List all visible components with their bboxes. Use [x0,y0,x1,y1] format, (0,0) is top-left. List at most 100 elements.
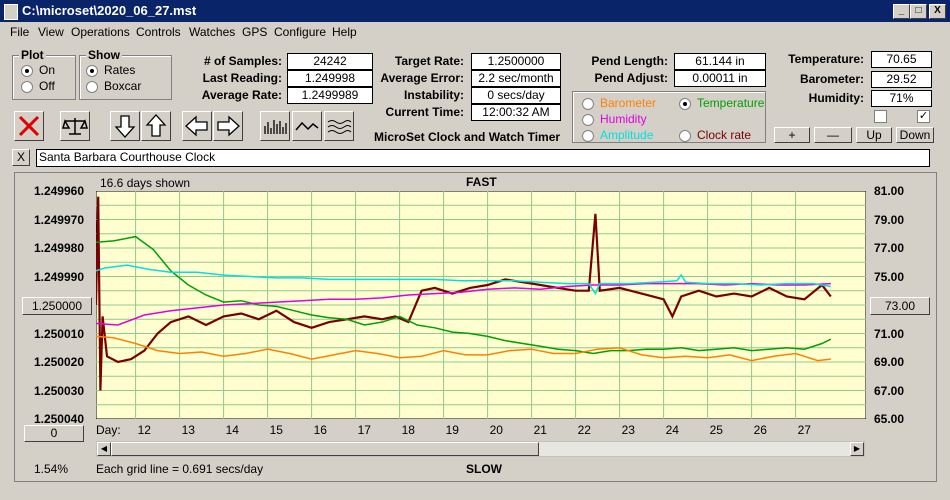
decrease-button[interactable]: — [814,127,852,143]
right-tick-label: 65.00 [874,412,905,426]
menu-configure[interactable]: Configure [274,25,327,39]
last-reading-field: 1.249998 [287,70,373,87]
temperature-option: Temperature [697,96,765,110]
humidity-radio[interactable] [582,114,594,126]
balance-button[interactable] [60,111,90,141]
menu-bar: File View Operations Controls Watches GP… [0,22,950,42]
barometer-field: 29.52 [871,71,932,88]
balance-scale-icon [62,118,88,135]
show-boxcar-label: Boxcar [104,79,142,93]
menu-help[interactable]: Help [332,25,357,39]
instability-field: 0 secs/day [471,87,561,104]
slow-label: SLOW [466,462,502,476]
x-tick-label: 24 [665,423,679,437]
wave-view-button[interactable] [324,111,354,141]
left-checkbox[interactable] [874,110,887,123]
plot-on-label: On [39,63,56,77]
arrow-up-icon [145,114,167,137]
description-close-button[interactable]: X [12,149,30,166]
left-tick-label: 1.249990 [33,269,84,284]
left-tick-label: 1.250040 [33,412,84,426]
bar-graph-icon [264,120,287,134]
right-tick-label: 79.00 [874,212,905,227]
zero-button[interactable]: 0 [24,425,84,442]
last-reading-label: Last Reading: [202,71,282,85]
x-tick-label: 19 [445,423,459,437]
plot-on-radio[interactable] [21,65,33,77]
x-tick-label: 26 [753,423,767,437]
right-tick-label: 77.00 [874,241,905,255]
right-tick-label: 75.00 [874,269,905,284]
barometer-radio[interactable] [582,98,594,110]
down-button[interactable]: Down [896,127,934,143]
scroll-left-button[interactable] [182,111,212,141]
x-tick-label: 23 [621,423,635,437]
close-button[interactable]: X [929,4,946,19]
scrollbar-thumb[interactable] [111,442,539,456]
bars-view-button[interactable] [260,111,290,141]
target-rate-label: Target Rate: [394,54,464,68]
left-tick-label: 1.249970 [33,212,84,227]
line-graph-icon [295,121,319,131]
target-rate-field: 1.2500000 [471,53,561,70]
menu-gps[interactable]: GPS [242,25,268,39]
app-icon [4,4,18,20]
clock-rate-radio[interactable] [679,130,691,142]
show-boxcar-radio[interactable] [86,81,98,93]
menu-watches[interactable]: Watches [189,25,236,39]
clock-rate-option: Clock rate [697,128,752,142]
show-rates-radio[interactable] [86,65,98,77]
right-center-button[interactable]: 73.00 [870,297,930,315]
x-tick-label: 18 [401,423,415,437]
plot-group: Plot On Off [12,48,76,100]
arrow-down-icon [114,115,136,138]
plot-off-radio[interactable] [21,81,33,93]
up-button[interactable]: Up [856,127,892,143]
right-tick-label: 69.00 [874,355,905,369]
clear-button[interactable] [14,111,44,141]
left-tick-label: 1.249980 [33,241,84,255]
scroll-right-button[interactable] [213,111,243,141]
right-tick-label: 71.00 [874,326,905,341]
plot-group-title: Plot [19,48,46,62]
x-tick-label: 14 [225,423,239,437]
amplitude-radio[interactable] [582,130,594,142]
left-tick-label: 1.250010 [33,326,84,341]
menu-view[interactable]: View [38,25,64,39]
x-tick-label: 20 [489,423,503,437]
wave-icon [327,120,352,134]
description-field[interactable]: Santa Barbara Courthouse Clock [36,149,930,167]
line-view-button[interactable] [292,111,322,141]
barometer-option: Barometer [600,96,657,110]
days-shown-label: 16.6 days shown [100,176,191,190]
x-tick-label: 16 [313,423,327,437]
scroll-up-button[interactable] [141,111,171,141]
current-time-field: 12:00:32 AM [471,104,561,121]
pend-length-label: Pend Length: [591,54,668,68]
series-rate [96,196,832,391]
minimize-button[interactable]: _ [893,4,910,19]
average-error-label: Average Error: [380,71,464,85]
scroll-left-arrow-icon[interactable]: ◀ [97,442,111,456]
plot-area [96,191,866,419]
x-tick-label: 27 [797,423,811,437]
left-center-button[interactable]: 1.250000 [22,297,92,315]
menu-operations[interactable]: Operations [71,25,130,39]
chart-frame [14,172,937,482]
right-tick-label: 81.00 [874,184,905,198]
temperature-radio[interactable] [679,98,691,110]
maximize-button[interactable]: □ [910,4,927,19]
arrow-right-icon [217,115,240,137]
x-tick-label: 13 [181,423,195,437]
menu-controls[interactable]: Controls [136,25,181,39]
right-checkbox[interactable]: ✓ [917,110,930,123]
x-tick-label: 15 [269,423,283,437]
horizontal-scrollbar[interactable]: ◀ ▶ [96,441,865,457]
scroll-down-button[interactable] [110,111,140,141]
menu-file[interactable]: File [10,25,30,39]
window-title: C:\microset\2020_06_27.mst [22,3,197,18]
percent-label: 1.54% [34,462,69,476]
scroll-right-arrow-icon[interactable]: ▶ [850,442,864,456]
humidity-option: Humidity [600,112,647,126]
increase-button[interactable]: + [774,127,810,143]
